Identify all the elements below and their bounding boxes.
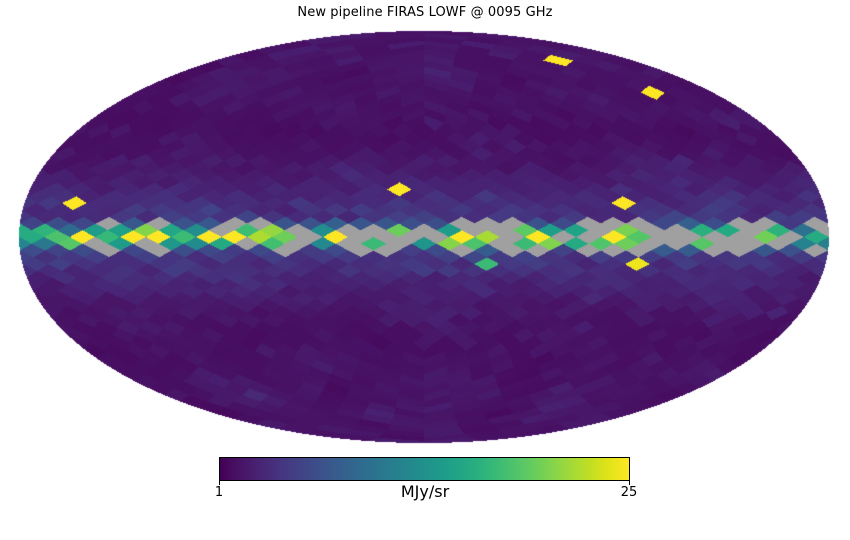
page-title: New pipeline FIRAS LOWF @ 0095 GHz xyxy=(297,5,553,20)
colorbar-tick-min xyxy=(219,481,220,485)
colorbar-tick-max xyxy=(629,481,630,485)
colorbar-unit-label: MJy/sr xyxy=(400,482,450,501)
colorbar-min-label: 1 xyxy=(214,485,224,500)
colorbar-max-label: 25 xyxy=(620,485,638,500)
colorbar-gradient xyxy=(219,457,630,481)
colorbar[interactable]: 1 25 xyxy=(215,457,637,500)
